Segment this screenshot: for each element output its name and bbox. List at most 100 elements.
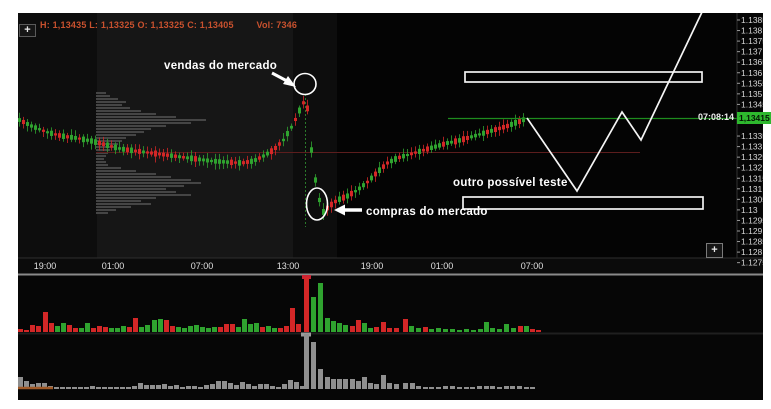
delta-volume-bar [270,386,275,389]
delta-volume-bar [72,387,77,389]
price-tick-label: 1.137 [741,47,763,57]
candle-body [438,143,441,148]
volume-bar [394,328,399,332]
delta-volume-bar [150,385,155,389]
candle-body [158,152,161,156]
candle-body [490,128,493,133]
volume-bar [224,324,229,332]
candle-body [322,209,325,215]
profile-row [96,98,118,100]
volume-bar [318,283,323,332]
candle-body [130,147,133,154]
delta-volume-bar [356,381,361,389]
candle-body [230,159,233,166]
volume-bar [368,328,373,332]
delta-volume-bar [138,383,143,389]
volume-bar [212,327,217,332]
candle-body [386,161,389,165]
profile-row [96,164,108,166]
candle-body [190,155,193,162]
price-tick-label: 1.1325 [741,152,763,162]
candle-body [58,133,61,138]
delta-volume-bar [276,387,281,389]
candle-body [194,156,197,162]
zoom-in-button-bottom[interactable]: + [706,243,723,258]
candle-body [154,150,157,157]
volume-bar [91,328,96,332]
candle-body [358,186,361,191]
profile-row [96,212,108,214]
profile-row [96,170,136,172]
profile-row [96,125,166,127]
candle-body [462,136,465,143]
candle-body [402,154,405,159]
price-chart-canvas: 1.13851.1381.13751.1371.13651.1361.13551… [18,13,763,400]
profile-row [96,107,130,109]
volume-bar [350,326,355,332]
profile-row [96,146,114,148]
volume-bar [36,326,41,332]
delta-volume-bar [252,386,257,389]
profile-row [96,101,126,103]
candle-body [210,159,213,163]
time-axis-label: 07:00 [191,261,214,271]
delta-volume-bar [311,342,316,389]
delta-volume-bar [24,381,29,389]
volume-bar [133,318,138,332]
time-axis-label: 19:00 [34,261,57,271]
ohlc-status-bar: H: 1,13435 L: 1,13325 O: 1,13325 C: 1,13… [40,20,297,30]
sells-circle [293,72,317,96]
volume-bar [464,329,469,332]
candle-body [206,158,209,163]
candle-body [254,158,257,162]
delta-volume-bar [222,381,227,389]
volume-bar [381,322,386,332]
profile-row [96,110,141,112]
zoom-in-button-top[interactable]: + [19,24,36,37]
volume-bar [218,327,223,332]
delta-volume-bar [186,386,191,389]
delta-volume-bar [350,379,355,389]
delta-volume-bar [504,386,509,389]
candle-body [294,117,297,122]
time-axis-label: 01:00 [102,261,125,271]
annotation-possible-test: outro possível teste [453,177,568,189]
candle-body [278,142,281,146]
delta-volume-bar [343,379,348,389]
delta-volume-bar [132,386,137,389]
price-tick-label: 1.1275 [741,258,763,268]
candle-body [298,107,301,114]
delta-volume-bar [204,385,209,389]
delta-volume-bar [490,386,495,389]
candle-body [150,151,153,155]
delta-volume-bar [304,334,309,389]
volume-readout: Vol: 7346 [256,20,298,30]
profile-row [96,137,126,139]
volume-bar [311,297,316,332]
delta-volume-bar [294,382,299,389]
time-axis-label: 01:00 [431,261,454,271]
delta-volume-bar [162,384,167,389]
delta-volume-bar [192,386,197,389]
volume-bar [337,323,342,332]
volume-bar [356,320,361,332]
candle-body [410,152,413,156]
delta-volume-bar [497,387,502,389]
volume-bar [284,326,289,332]
volume-bar [85,323,90,332]
candle-body [354,190,357,193]
candle-body [90,138,93,144]
time-axis-background [18,258,763,274]
candle-body [26,122,29,126]
delta-volume-bar [246,384,251,389]
delta-volume-bar [423,387,428,389]
candle-body [518,118,521,125]
annotation-market-buys: compras do mercado [366,206,488,218]
candle-body [282,138,285,142]
profile-row [96,182,201,184]
volume-bar [139,327,144,332]
delta-volume-bar [18,377,23,389]
volume-bar [484,322,489,332]
candle-body [330,201,333,208]
candle-body [422,148,425,152]
